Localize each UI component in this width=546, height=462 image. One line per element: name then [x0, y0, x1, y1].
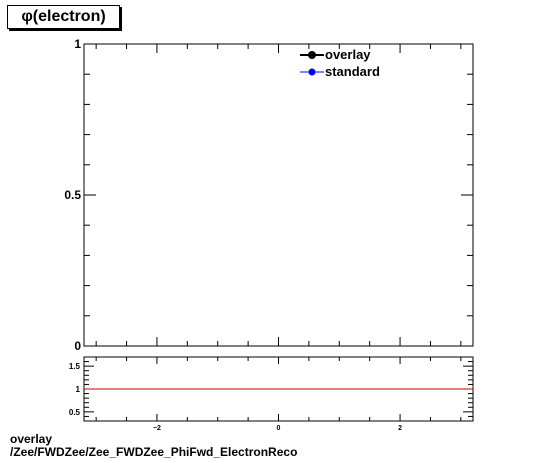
main-axis-labels: 00.51 — [64, 37, 81, 353]
legend: overlay standard — [300, 47, 380, 79]
main-axis-ticks — [84, 43, 473, 347]
legend-entry-standard: standard — [300, 64, 380, 79]
legend-marker-standard — [308, 68, 316, 76]
ratio-y-tick-label: 1 — [76, 385, 81, 394]
main-y-tick-label: 0 — [74, 339, 81, 353]
ratio-x-tick-label: 2 — [398, 425, 402, 432]
legend-entry-overlay: overlay — [300, 47, 371, 62]
ratio-x-tick-label: −2 — [153, 425, 161, 432]
main-y-tick-label: 0.5 — [64, 188, 81, 202]
ratio-axis-labels: 0.5 1 1.5 −2 0 2 — [69, 362, 402, 432]
ratio-x-tick-label: 0 — [277, 425, 281, 432]
main-y-tick-label: 1 — [74, 37, 81, 51]
ratio-y-tick-label: 0.5 — [69, 408, 81, 417]
footer-line-2: /Zee/FWDZee/Zee_FWDZee_PhiFwd_ElectronRe… — [10, 445, 298, 459]
legend-label-standard: standard — [325, 64, 380, 79]
footer-line-1: overlay — [10, 432, 53, 446]
legend-label-overlay: overlay — [325, 47, 371, 62]
ratio-y-tick-label: 1.5 — [69, 362, 81, 371]
legend-marker-overlay — [308, 51, 316, 59]
chart-title: φ(electron) — [7, 5, 120, 29]
main-plot-frame — [83, 43, 474, 347]
footer-caption: overlay /Zee/FWDZee/Zee_FWDZee_PhiFwd_El… — [10, 433, 297, 459]
